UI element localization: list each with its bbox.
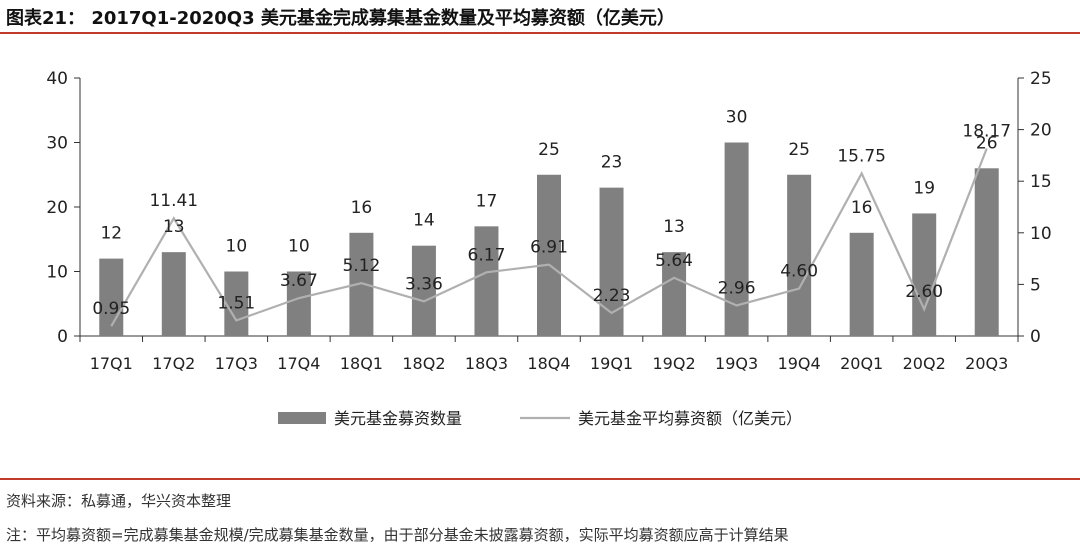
combo-chart: 0 10 20 30 40 0 5 10 15 20 25 17Q1 17Q2 17Q3 17Q4 18Q1 1… — [46, 69, 1052, 428]
x-tick-label: 19Q4 — [778, 354, 821, 373]
bar-value-label: 13 — [163, 217, 185, 237]
x-tick-label: 18Q2 — [402, 354, 445, 373]
bar-value-label: 25 — [788, 140, 810, 160]
x-tick-label: 20Q2 — [903, 354, 946, 373]
bar — [224, 271, 249, 336]
bar-value-label: 12 — [100, 224, 122, 244]
x-tick-label: 17Q3 — [215, 354, 258, 373]
footnote: 注：平均募资额=完成募集基金规模/完成募集基金数量，由于部分基金未披露募资额，实… — [6, 526, 789, 544]
right-tick-label: 20 — [1030, 121, 1052, 141]
bar-value-label: 17 — [476, 191, 498, 211]
legend-bar-label: 美元基金募资数量 — [334, 409, 462, 428]
bar — [537, 174, 561, 336]
bar-value-label: 25 — [538, 140, 560, 160]
x-tick-label: 18Q1 — [340, 354, 383, 373]
bar — [724, 142, 749, 336]
bar-value-label: 19 — [913, 178, 935, 198]
line-value-label: 11.41 — [149, 191, 198, 211]
chart-title: 图表21： 2017Q1-2020Q3 美元基金完成募集基金数量及平均募资额（亿… — [6, 8, 675, 29]
bar-value-label: 10 — [288, 237, 310, 257]
x-tick-label: 17Q1 — [90, 354, 133, 373]
x-tick-label: 17Q4 — [277, 354, 320, 373]
bar — [161, 252, 186, 336]
line-value-label: 2.23 — [593, 286, 631, 306]
bar-value-label: 30 — [726, 108, 748, 128]
x-tick-label: 19Q2 — [652, 354, 695, 373]
x-tick-label: 20Q3 — [965, 354, 1008, 373]
left-tick-label: 20 — [46, 198, 68, 218]
line-value-label: 5.12 — [342, 256, 380, 276]
line-value-label: 4.60 — [780, 262, 818, 282]
line-value-label: 0.95 — [92, 299, 130, 319]
legend-line-label: 美元基金平均募资额（亿美元） — [578, 409, 802, 428]
x-tick-label: 18Q3 — [465, 354, 508, 373]
bar — [411, 245, 436, 336]
bar — [912, 213, 937, 336]
bottom-divider — [0, 478, 1080, 480]
line-value-label: 15.75 — [837, 146, 886, 166]
line-value-label: 2.60 — [905, 282, 943, 302]
line-value-label: 3.67 — [280, 271, 318, 291]
bar-value-label: 10 — [226, 237, 248, 257]
x-tick-label: 19Q3 — [715, 354, 758, 373]
bar — [474, 226, 499, 336]
bar-value-label: 14 — [413, 211, 435, 231]
top-divider — [0, 32, 1080, 34]
bar — [286, 271, 311, 336]
x-tick-label: 19Q1 — [590, 354, 633, 373]
line-value-label: 1.51 — [217, 293, 255, 313]
line-value-label: 2.96 — [718, 278, 756, 298]
x-tick-label: 20Q1 — [840, 354, 883, 373]
source-note: 资料来源：私募通，华兴资本整理 — [6, 492, 232, 510]
bar — [849, 232, 874, 336]
line-value-label: 6.17 — [468, 245, 506, 265]
left-tick-label: 0 — [57, 327, 68, 347]
line-value-label: 18.17 — [962, 121, 1011, 141]
x-tick-label: 18Q4 — [527, 354, 570, 373]
right-tick-label: 15 — [1030, 172, 1052, 192]
bar-value-label: 16 — [351, 198, 373, 218]
bar-value-label: 23 — [601, 153, 623, 173]
bar-value-label: 16 — [851, 198, 873, 218]
line-value-label: 5.64 — [655, 251, 693, 271]
x-tick-label: 17Q2 — [152, 354, 195, 373]
bar-value-label: 13 — [663, 217, 685, 237]
right-tick-label: 5 — [1030, 275, 1041, 295]
bar — [974, 168, 999, 336]
bar-value-label: 26 — [976, 133, 998, 153]
right-tick-label: 25 — [1030, 69, 1052, 89]
right-tick-label: 0 — [1030, 327, 1041, 347]
right-tick-label: 10 — [1030, 224, 1052, 244]
bar — [787, 174, 812, 336]
left-tick-label: 10 — [46, 263, 68, 283]
line-value-label: 3.36 — [405, 274, 443, 294]
line-value-label: 6.91 — [530, 238, 568, 258]
bar — [599, 187, 624, 336]
bar — [99, 258, 124, 336]
left-tick-label: 30 — [46, 134, 68, 154]
legend-bar-swatch — [278, 412, 326, 424]
bar — [662, 252, 687, 336]
left-tick-label: 40 — [46, 69, 68, 89]
